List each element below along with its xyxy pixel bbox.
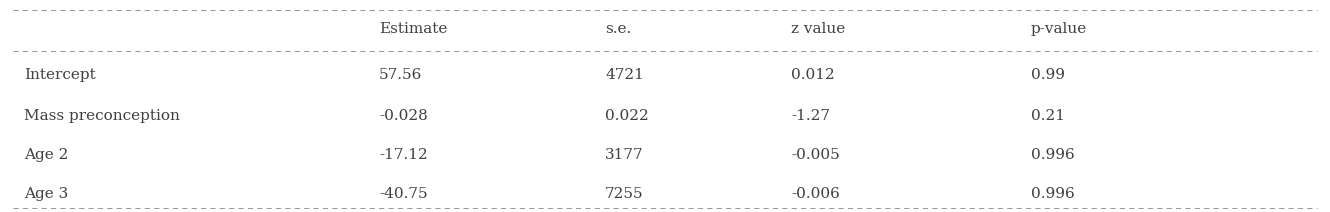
Text: Mass preconception: Mass preconception: [24, 109, 180, 123]
Text: -0.006: -0.006: [791, 187, 841, 201]
Text: 57.56: 57.56: [379, 68, 423, 82]
Text: 3177: 3177: [605, 148, 644, 162]
Text: Estimate: Estimate: [379, 22, 447, 36]
Text: -0.028: -0.028: [379, 109, 428, 123]
Text: s.e.: s.e.: [605, 22, 632, 36]
Text: 0.21: 0.21: [1031, 109, 1065, 123]
Text: 0.022: 0.022: [605, 109, 649, 123]
Text: 0.012: 0.012: [791, 68, 835, 82]
Text: 4721: 4721: [605, 68, 644, 82]
Text: 0.99: 0.99: [1031, 68, 1065, 82]
Text: p-value: p-value: [1031, 22, 1087, 36]
Text: Age 3: Age 3: [24, 187, 68, 201]
Text: -1.27: -1.27: [791, 109, 830, 123]
Text: 0.996: 0.996: [1031, 187, 1075, 201]
Text: Age 2: Age 2: [24, 148, 68, 162]
Text: -40.75: -40.75: [379, 187, 428, 201]
Text: 7255: 7255: [605, 187, 644, 201]
Text: -0.005: -0.005: [791, 148, 841, 162]
Text: z value: z value: [791, 22, 846, 36]
Text: 0.996: 0.996: [1031, 148, 1075, 162]
Text: -17.12: -17.12: [379, 148, 428, 162]
Text: Intercept: Intercept: [24, 68, 96, 82]
